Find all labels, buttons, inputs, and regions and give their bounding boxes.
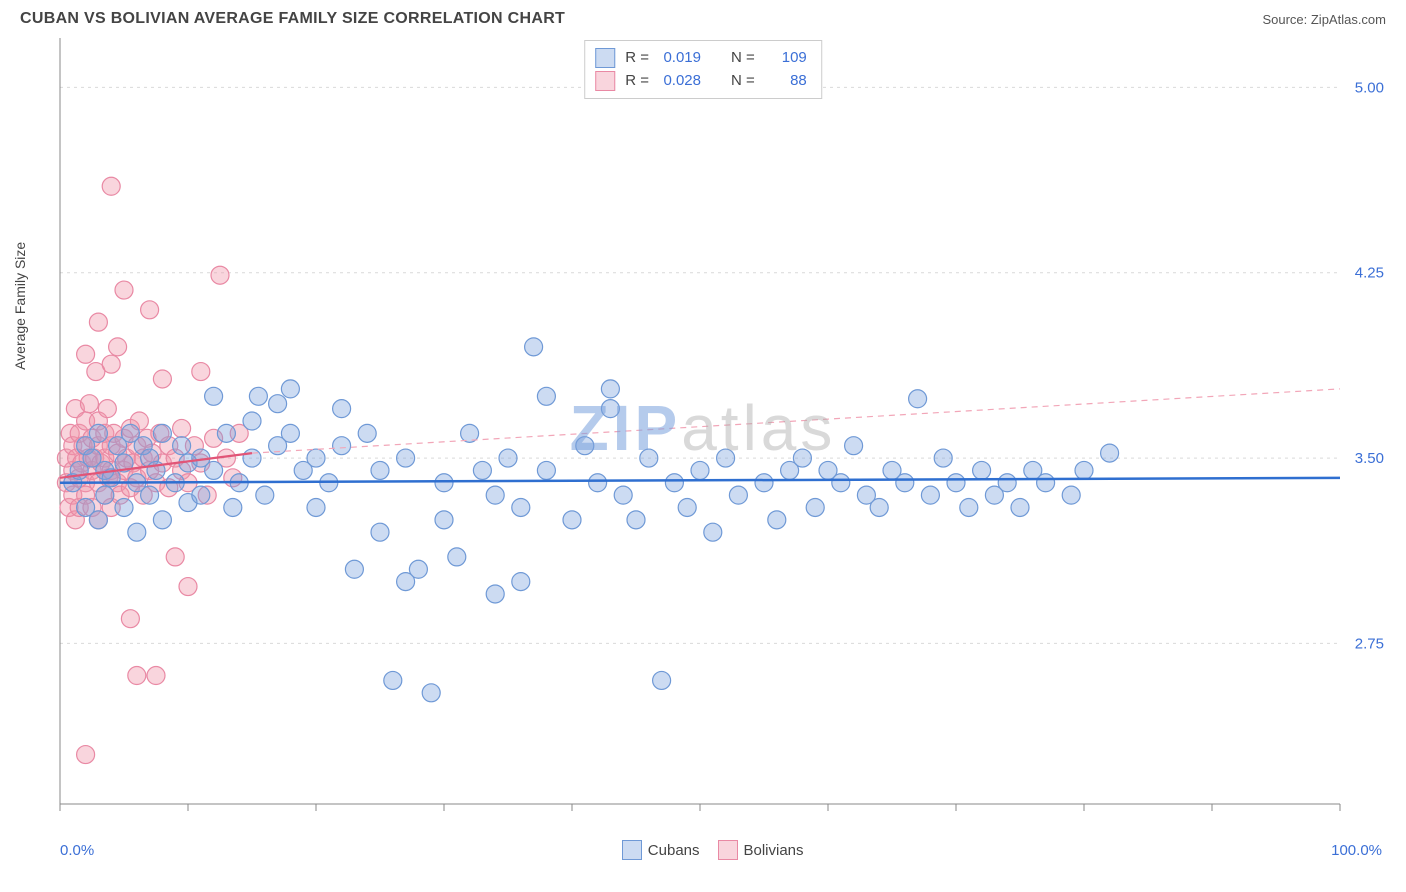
svg-text:3.50: 3.50 bbox=[1355, 450, 1384, 467]
svg-text:4.25: 4.25 bbox=[1355, 265, 1384, 282]
svg-text:5.00: 5.00 bbox=[1355, 79, 1384, 96]
legend-item-cubans: Cubans bbox=[622, 840, 700, 860]
stats-row-cubans: R = 0.019 N = 109 bbox=[595, 47, 807, 70]
swatch-cubans bbox=[595, 48, 615, 68]
source-label: Source: ZipAtlas.com bbox=[1262, 12, 1386, 27]
stats-legend: R = 0.019 N = 109 R = 0.028 N = 88 bbox=[584, 40, 822, 99]
legend-item-bolivians: Bolivians bbox=[718, 840, 804, 860]
series-legend: Cubans Bolivians bbox=[622, 840, 804, 860]
svg-text:2.75: 2.75 bbox=[1355, 635, 1384, 652]
y-axis-label: Average Family Size bbox=[12, 242, 28, 370]
plot-area: Average Family Size 2.753.504.255.00 ZIP… bbox=[16, 34, 1390, 834]
x-axis-min-label: 0.0% bbox=[60, 842, 94, 859]
swatch-bolivians bbox=[595, 71, 615, 91]
chart-title: CUBAN VS BOLIVIAN AVERAGE FAMILY SIZE CO… bbox=[20, 10, 565, 28]
x-axis-max-label: 100.0% bbox=[1331, 842, 1382, 859]
scatter-chart: 2.75 3.50 4.25 5.00 bbox=[16, 34, 1390, 834]
bottom-bar: 0.0% Cubans Bolivians 100.0% bbox=[16, 834, 1390, 860]
stats-row-bolivians: R = 0.028 N = 88 bbox=[595, 70, 807, 93]
swatch-bolivians-icon bbox=[718, 840, 738, 860]
swatch-cubans-icon bbox=[622, 840, 642, 860]
